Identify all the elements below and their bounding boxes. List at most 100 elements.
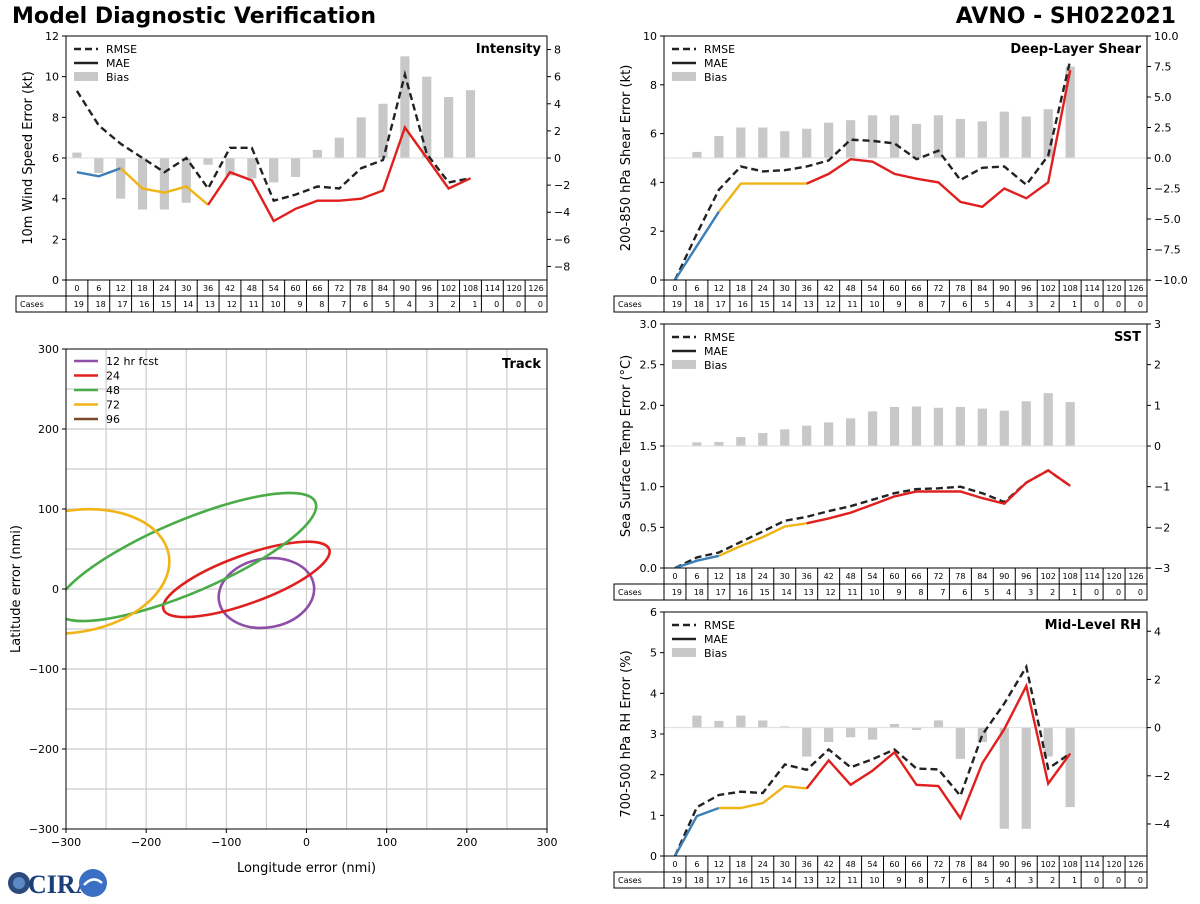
bias-bar [846,120,856,158]
track-ellipse-72 [66,507,171,635]
x-tick-label: −300 [51,836,81,849]
bias-bar [94,158,104,173]
case-count: 11 [847,876,857,885]
hour-label: 6 [694,860,699,869]
cases-label: Cases [618,588,642,597]
hour-label: 84 [977,284,987,293]
hour-label: 48 [846,572,856,581]
case-count: 14 [782,300,792,309]
case-count: 17 [716,876,726,885]
bias-bar [933,407,944,446]
rmse-line [673,60,1072,281]
case-count: 16 [738,876,748,885]
case-count: 7 [940,876,945,885]
hour-label: 42 [824,572,834,581]
legend-bias-label: Bias [704,71,727,84]
x-tick-label: 0 [303,836,310,849]
case-count: 7 [341,300,346,309]
y-axis-label: 200-850 hPa Shear Error (kt) [619,65,634,252]
case-count: 12 [825,876,835,885]
case-count: 3 [1028,300,1033,309]
legend-rmse-label: RMSE [704,331,735,344]
hour-label: 90 [999,860,1009,869]
mae-line-mid [718,522,807,557]
hour-label: 0 [672,860,677,869]
bias-bar [203,158,213,165]
case-count: 11 [847,588,857,597]
hour-label: 66 [312,284,322,293]
panel-title: Intensity [476,42,542,57]
y2-tick-label: −2 [554,179,570,192]
bias-bar [356,117,366,158]
y2-tick-label: −1 [1154,481,1170,494]
case-count: 10 [270,300,280,309]
y2-tick-label: 4 [1154,625,1161,638]
legend-bias-label: Bias [704,359,727,372]
hour-label: 18 [736,284,746,293]
y2-tick-label: 7.5 [1154,61,1172,74]
case-count: 14 [183,300,193,309]
bias-bar [955,406,965,446]
y-axis-label: 10m Wind Speed Error (kt) [21,71,36,245]
case-count: 9 [896,300,901,309]
hour-label: 108 [463,284,478,293]
hour-label: 72 [933,860,943,869]
case-count: 4 [1006,588,1011,597]
case-count: 1 [472,300,477,309]
hour-label: 48 [247,284,257,293]
mae-line-mid [119,167,209,206]
legend-bias-swatch [74,72,98,81]
case-count: 3 [429,300,434,309]
case-count: 8 [918,300,923,309]
cases-label: Cases [618,300,642,309]
bias-bar [422,76,432,158]
hour-label: 42 [824,284,834,293]
hour-label: 54 [867,572,877,581]
y2-tick-label: −2 [1154,770,1170,783]
legend-rmse-label: RMSE [106,43,137,56]
hour-label: 54 [867,860,877,869]
bias-bar [867,411,878,446]
y2-tick-label: −4 [554,206,570,219]
case-count: 0 [1094,588,1099,597]
bias-bar [72,152,82,158]
y-tick-label: 2 [52,233,59,246]
hour-label: 84 [977,572,987,581]
y-tick-label: 4 [52,193,59,206]
hour-label: 60 [290,284,300,293]
y-tick-label: 300 [38,343,59,356]
bias-bar [290,158,301,177]
y2-tick-label: 0 [1154,440,1161,453]
hour-label: 72 [933,284,943,293]
track-ellipse-24 [161,540,331,619]
panel-title: SST [1114,330,1141,345]
case-count: 7 [940,300,945,309]
case-count: 8 [918,588,923,597]
bias-bar [247,158,257,179]
hour-label: 102 [1041,860,1056,869]
cases-label: Cases [618,876,642,885]
case-count: 4 [1006,300,1011,309]
y-tick-label: 1.0 [640,481,658,494]
case-count: 2 [450,300,455,309]
hour-label: 96 [422,284,432,293]
case-count: 0 [1116,300,1121,309]
bias-bar [1065,402,1075,446]
case-count: 6 [363,300,368,309]
bias-bar [137,158,148,210]
bias-bar [846,727,856,738]
mae-line-late [207,124,472,223]
case-count: 7 [940,588,945,597]
y-tick-label: 0 [650,274,657,287]
hour-label: 12 [714,572,724,581]
hour-label: 120 [1106,284,1121,293]
y-axis-label: Sea Surface Temp Error (°C) [619,355,634,537]
bias-bar [692,151,702,158]
hour-label: 108 [1063,860,1078,869]
hour-label: 126 [1128,860,1143,869]
case-count: 0 [1138,588,1143,597]
y-axis-label: Latitude error (nmi) [9,525,24,653]
bias-bar [312,149,323,158]
y-tick-label: 100 [38,503,59,516]
